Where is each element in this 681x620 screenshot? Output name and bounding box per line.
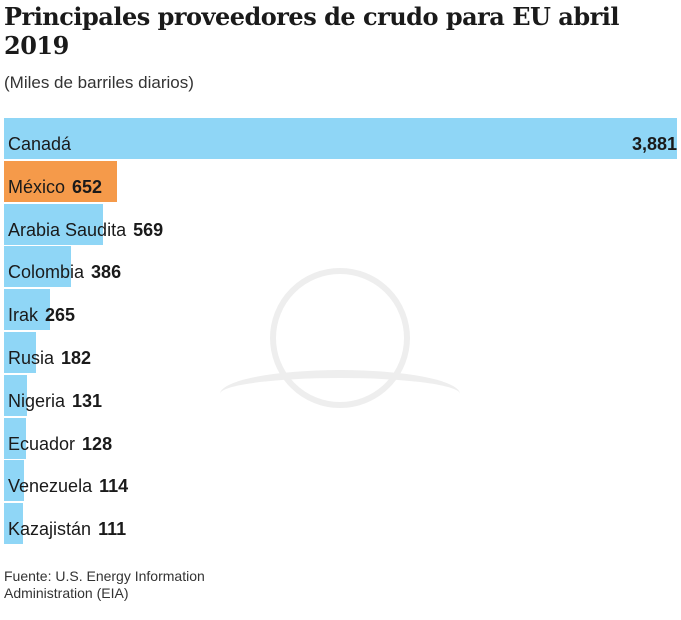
- value-label: 569: [133, 219, 164, 240]
- bar-9: [4, 503, 24, 545]
- category-label: Irak: [8, 305, 39, 326]
- category-label: Venezuela: [8, 476, 93, 497]
- bar-row-3: Colombia 386: [8, 246, 121, 287]
- bar-row-8: Venezuela 114: [8, 460, 128, 501]
- bar-row-9: Kazajistán 111: [8, 503, 126, 544]
- watermark-eagle-icon: [220, 370, 460, 418]
- bar-3: [4, 246, 71, 288]
- category-label: Canadá: [8, 134, 72, 154]
- bar-2: [4, 203, 103, 245]
- bar-0: [4, 118, 677, 159]
- bar-row-1: México 652: [8, 161, 102, 202]
- source-note: Fuente: U.S. Energy Information Administ…: [4, 568, 205, 601]
- value-label: 128: [82, 433, 113, 454]
- value-label: 3,881: [631, 134, 677, 154]
- category-label: Nigeria: [8, 390, 66, 411]
- category-label: Rusia: [8, 348, 55, 368]
- bar-row-5: Rusia 182: [8, 332, 91, 373]
- category-label: México: [8, 176, 66, 197]
- bar-1: [4, 160, 118, 202]
- chart-subtitle: (Miles de barriles diarios): [4, 73, 194, 92]
- chart-title: Principales proveedores de crudo para EU…: [4, 2, 620, 60]
- value-label: 386: [91, 262, 122, 283]
- bar-row-2: Arabia Saudita 569: [8, 204, 163, 245]
- bar-row-6: Nigeria 131: [8, 375, 102, 416]
- bar-6: [4, 374, 27, 416]
- category-label: Kazajistán: [8, 519, 92, 540]
- bar-7: [4, 417, 27, 459]
- category-label: Ecuador: [8, 433, 76, 454]
- bar-row-7: Ecuador 128: [8, 418, 112, 459]
- value-label: 652: [72, 176, 103, 197]
- category-label: Arabia Saudita: [8, 219, 127, 240]
- value-label: 131: [72, 390, 103, 411]
- value-label: 265: [45, 305, 76, 326]
- bar-row-4: Irak 265: [8, 289, 75, 330]
- value-label: 114: [99, 476, 129, 497]
- value-label: 182: [61, 348, 92, 368]
- bar-row-0: Canadá 3,881: [8, 118, 677, 159]
- bar-8: [4, 460, 24, 502]
- category-label: Colombia: [8, 262, 85, 283]
- value-label: 111: [98, 519, 127, 540]
- bar-5: [4, 332, 36, 373]
- bar-4: [4, 289, 50, 331]
